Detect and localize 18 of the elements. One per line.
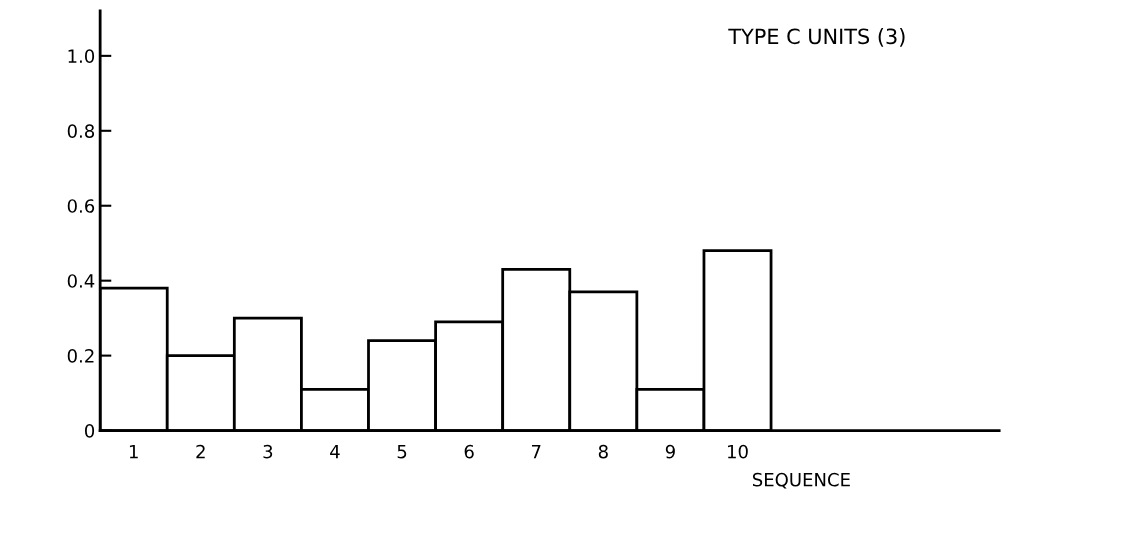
y-tick-label: 0.2 [67,349,94,363]
x-tick-label: 5 [397,444,407,459]
x-tick-label: 6 [464,444,474,459]
x-tick-label: 8 [598,444,608,459]
x-tick-label: 1 [129,444,138,459]
x-tick-label: 10 [728,444,748,459]
x-tick-label: 4 [330,444,340,459]
y-tick-label: 0.4 [67,274,95,288]
y-tick-label: 1.0 [68,49,95,63]
y-tick-label: 0.6 [67,199,95,213]
text: TYPE C UNITS (3) [728,28,905,47]
x-axis-title: SEQUENCE [752,472,850,489]
x-tick-label: 3 [263,444,273,459]
x-tick-label: 7 [531,444,541,459]
x-tick-label: 2 [196,444,205,459]
x-tick-label: 9 [665,444,675,459]
y-tick-label: 0 [84,424,95,438]
y-tick-label: 0.8 [67,124,95,138]
